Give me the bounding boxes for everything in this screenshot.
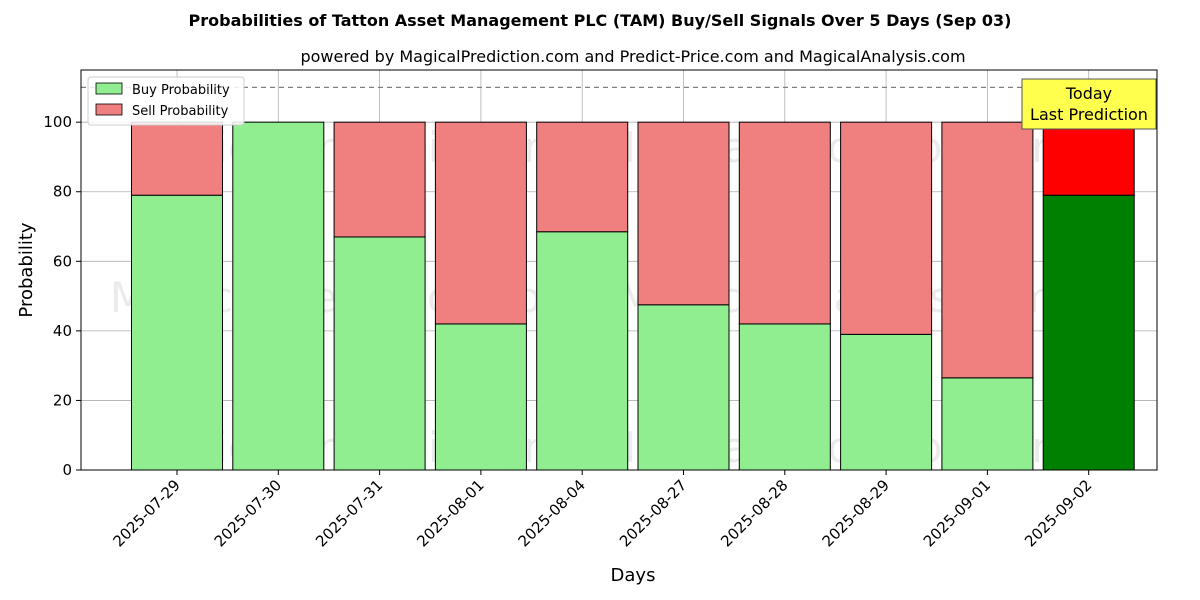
- legend: Buy Probability Sell Probability: [87, 76, 245, 126]
- bar-buy: [434, 323, 527, 471]
- annotation-line-1: Today: [1065, 84, 1112, 103]
- y-tick-label: 40: [53, 322, 72, 340]
- y-tick-label: 80: [53, 183, 72, 201]
- today-annotation: Today Last Prediction: [1021, 78, 1157, 130]
- legend-swatch-buy: [95, 82, 123, 95]
- x-axis-label: Days: [611, 565, 656, 586]
- chart-subtitle: powered by MagicalPrediction.com and Pre…: [300, 47, 965, 66]
- y-axis-ticks: 0 20 40 60 80 100: [43, 113, 81, 479]
- plot-frame: [80, 69, 1158, 471]
- bar-sell: [1042, 121, 1135, 196]
- x-tick-label: 2025-08-04: [515, 476, 589, 550]
- legend-label-sell: Sell Probability: [132, 104, 229, 119]
- bar-buy: [1042, 194, 1135, 471]
- y-tick-label: 100: [43, 113, 72, 131]
- bar-buy: [232, 121, 325, 471]
- y-axis-label: Probability: [16, 222, 37, 317]
- x-tick-label: 2025-08-29: [819, 476, 893, 550]
- x-tick-label: 2025-08-28: [717, 476, 791, 550]
- bar-sell: [637, 121, 730, 306]
- legend-box: [87, 76, 245, 126]
- bar-sell: [536, 121, 629, 233]
- x-tick-label: 2025-08-27: [616, 476, 690, 550]
- bar-buy: [941, 377, 1034, 471]
- y-tick-label: 60: [53, 252, 72, 270]
- x-tick-label: 2025-09-02: [1021, 476, 1095, 550]
- bar-buy: [536, 231, 629, 471]
- legend-swatch-sell: [95, 103, 123, 116]
- y-tick-label: 0: [62, 461, 72, 479]
- bar-buy: [840, 333, 933, 471]
- bar-sell: [840, 121, 933, 335]
- x-tick-label: 2025-09-01: [920, 476, 994, 550]
- bar-buy: [333, 236, 426, 471]
- x-tick-label: 2025-07-30: [211, 476, 285, 550]
- annotation-box: [1021, 78, 1157, 130]
- legend-label-buy: Buy Probability: [132, 83, 230, 98]
- x-tick-label: 2025-08-01: [413, 476, 487, 550]
- bar-sell: [434, 121, 527, 325]
- y-tick-label: 20: [53, 391, 72, 409]
- bar-buy: [637, 304, 730, 471]
- bar-buy: [738, 323, 831, 471]
- annotation-line-2: Last Prediction: [1030, 105, 1148, 124]
- chart-title: Probabilities of Tatton Asset Management…: [189, 11, 1012, 30]
- bar-sell: [333, 121, 426, 238]
- bar-sell: [738, 121, 831, 325]
- bars: [131, 121, 1135, 471]
- bar-sell: [941, 121, 1034, 379]
- bar-buy: [131, 194, 223, 471]
- bar-sell: [131, 121, 223, 196]
- x-tick-label: 2025-07-29: [109, 476, 183, 550]
- x-axis-ticks: 2025-07-29 2025-07-30 2025-07-31 2025-08-01…: [109, 470, 1096, 550]
- x-tick-label: 2025-07-31: [312, 476, 386, 550]
